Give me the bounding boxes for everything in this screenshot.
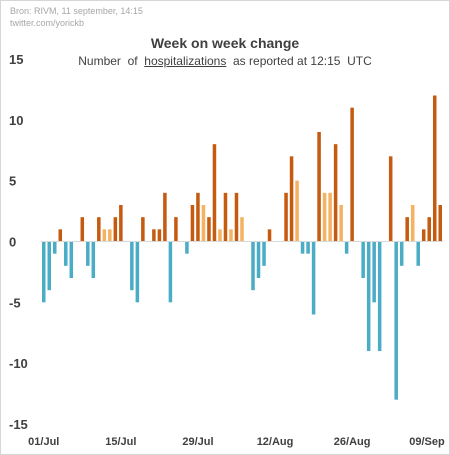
- y-tick-label: 15: [9, 52, 23, 67]
- bar-29-Aug: [366, 241, 371, 351]
- bar-18-Jul: [135, 241, 140, 303]
- y-tick-label: 10: [9, 113, 23, 128]
- bar-24-Jul: [168, 241, 173, 303]
- subtitle-part: as reported at 12:15 UTC: [226, 54, 372, 68]
- y-tick-label: -15: [9, 417, 28, 432]
- bar-02-Aug: [218, 229, 222, 242]
- bar-30-Aug: [372, 241, 376, 303]
- bar-02-Sep: [388, 156, 393, 242]
- source-line: Bron: RIVM, 11 september, 14:15: [10, 6, 143, 16]
- bar-28-Jul: [190, 205, 195, 242]
- bar-06-Sep: [410, 205, 415, 242]
- bar-05-Aug: [234, 192, 239, 242]
- bar-21-Jul: [152, 229, 156, 242]
- bar-07-Sep: [416, 241, 420, 266]
- bar-12-Jul: [102, 229, 107, 242]
- y-axis: 15 10 5 0 -5 -10 -15: [9, 52, 28, 432]
- x-tick-label: 26/Aug: [334, 436, 371, 448]
- bar-22-Aug: [328, 192, 332, 242]
- bar-10-Jul: [91, 241, 96, 278]
- bar-25-Aug: [344, 241, 349, 254]
- bar-09-Aug: [256, 241, 261, 278]
- bar-11-Sep: [438, 205, 442, 242]
- bar-23-Aug: [333, 144, 338, 242]
- bar-23-Jul: [163, 192, 167, 242]
- bar-03-Aug: [223, 192, 228, 242]
- bar-17-Jul: [130, 241, 134, 291]
- bar-04-Sep: [399, 241, 404, 266]
- source-credit: Bron: RIVM, 11 september, 14:15 twitter.…: [10, 5, 143, 29]
- bar-19-Jul: [141, 217, 145, 242]
- bar-17-Aug: [300, 241, 305, 254]
- bar-22-Jul: [157, 229, 162, 242]
- bar-11-Jul: [97, 217, 101, 242]
- bar-05-Jul: [64, 241, 68, 266]
- bar-14-Jul: [113, 217, 118, 242]
- bar-08-Sep: [421, 229, 426, 242]
- x-tick-label: 12/Aug: [257, 436, 294, 448]
- bar-03-Jul: [53, 241, 57, 254]
- bar-15-Aug: [289, 156, 294, 242]
- x-tick-label: 09/Sep: [409, 436, 445, 448]
- bar-series: [41, 95, 442, 400]
- x-axis: 01/Jul 15/Jul 29/Jul 12/Aug 26/Aug 09/Sep: [28, 436, 445, 448]
- bar-25-Jul: [174, 217, 178, 242]
- chart-title: Week on week change: [150, 35, 300, 51]
- bar-09-Sep: [427, 217, 431, 242]
- bar-01-Jul: [41, 241, 46, 303]
- bar-24-Aug: [339, 205, 343, 242]
- bar-27-Jul: [185, 241, 189, 254]
- x-tick-label: 01/Jul: [28, 436, 59, 448]
- bar-30-Jul: [201, 205, 206, 242]
- bar-26-Aug: [350, 107, 354, 242]
- bar-14-Aug: [284, 192, 288, 242]
- bar-21-Aug: [322, 192, 327, 242]
- bar-29-Jul: [196, 192, 200, 242]
- subtitle-underlined-term: hospitalizations: [144, 54, 227, 68]
- y-tick-label: -10: [9, 356, 28, 371]
- source-handle: twitter.com/yorickb: [10, 18, 85, 28]
- bar-16-Aug: [295, 180, 299, 242]
- bar-10-Sep: [432, 95, 437, 242]
- bar-05-Sep: [405, 217, 409, 242]
- y-tick-label: 0: [9, 235, 16, 250]
- bar-02-Jul: [47, 241, 52, 291]
- bar-10-Aug: [262, 241, 266, 266]
- bar-31-Jul: [207, 217, 211, 242]
- bar-08-Aug: [251, 241, 255, 291]
- bar-20-Aug: [317, 132, 321, 242]
- bar-08-Jul: [80, 217, 85, 242]
- bar-11-Aug: [267, 229, 272, 242]
- bar-04-Aug: [229, 229, 233, 242]
- bar-31-Aug: [377, 241, 382, 351]
- bar-06-Aug: [240, 217, 244, 242]
- bar-06-Jul: [69, 241, 74, 278]
- x-tick-label: 29/Jul: [182, 436, 213, 448]
- y-tick-label: 5: [9, 174, 16, 189]
- bar-13-Jul: [108, 229, 112, 242]
- bar-15-Jul: [119, 205, 123, 242]
- bar-19-Aug: [311, 241, 316, 315]
- bar-01-Aug: [212, 144, 217, 242]
- y-tick-label: -5: [9, 295, 21, 310]
- x-tick-label: 15/Jul: [105, 436, 136, 448]
- chart-subtitle: Number of hospitalizations as reported a…: [1, 54, 449, 68]
- bar-18-Aug: [306, 241, 310, 254]
- bar-28-Aug: [361, 241, 365, 278]
- bar-09-Jul: [86, 241, 90, 266]
- bar-03-Sep: [394, 241, 398, 400]
- subtitle-part: Number of: [78, 54, 145, 68]
- bar-04-Jul: [58, 229, 63, 242]
